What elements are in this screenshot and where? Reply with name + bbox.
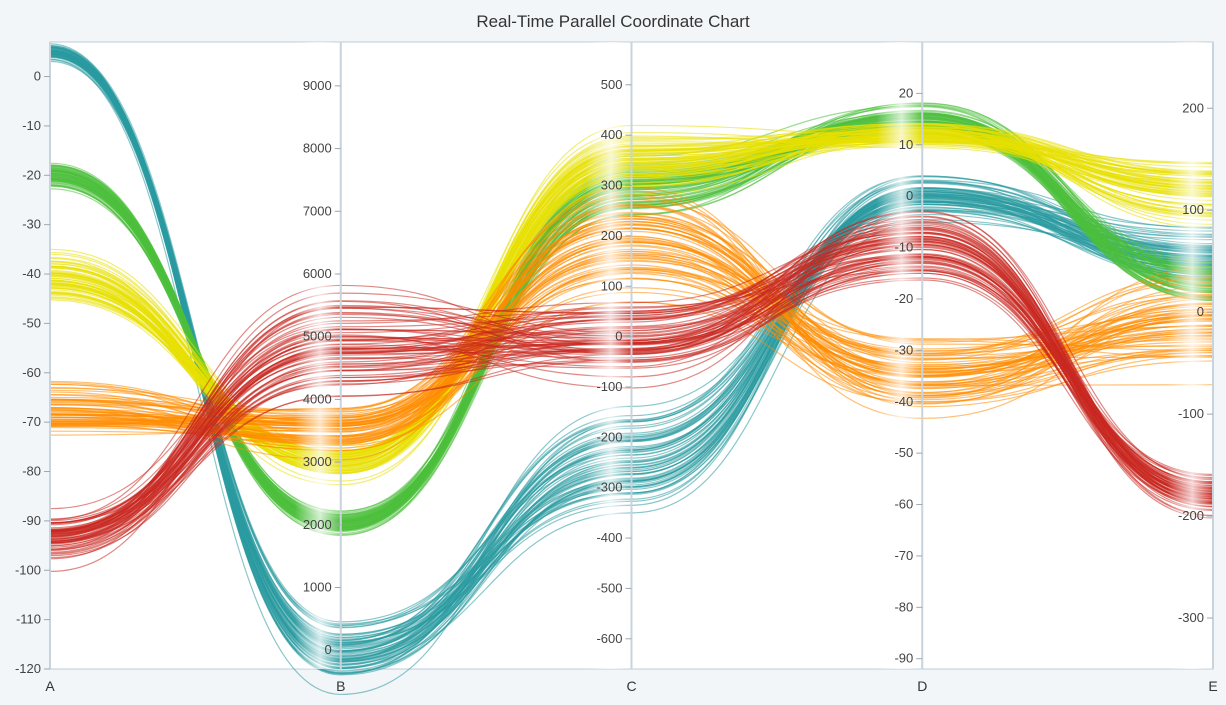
axis-fade bbox=[1167, 42, 1213, 669]
tick-label: 3000 bbox=[303, 454, 332, 469]
tick-label: 100 bbox=[1182, 202, 1204, 217]
data-line bbox=[49, 141, 1214, 458]
tick-label: -50 bbox=[22, 315, 41, 330]
tick-label: 0 bbox=[325, 642, 332, 657]
axis-b: 9000 8000 7000 6000 5000 4000 3000 2000 1000 0 B bbox=[303, 42, 345, 694]
data-line bbox=[49, 243, 1214, 544]
tick-label: 0 bbox=[906, 188, 913, 203]
data-line bbox=[49, 215, 1214, 550]
tick-label: -10 bbox=[22, 118, 41, 133]
tick-label: -30 bbox=[894, 342, 913, 357]
axis-name-e: E bbox=[1208, 678, 1217, 694]
axis-fade bbox=[294, 42, 341, 669]
tick-label: 10 bbox=[899, 137, 913, 152]
tick-label: 0 bbox=[1197, 304, 1204, 319]
tick-label: 400 bbox=[601, 127, 623, 142]
tick-label: 8000 bbox=[303, 141, 332, 156]
data-line bbox=[49, 51, 1214, 676]
tick-label: 200 bbox=[1182, 100, 1204, 115]
tick-label: -10 bbox=[894, 240, 913, 255]
tick-label: -80 bbox=[22, 464, 41, 479]
tick-label: -70 bbox=[894, 548, 913, 563]
tick-label: -60 bbox=[894, 497, 913, 512]
tick-label: 200 bbox=[601, 228, 623, 243]
axis-e: 200 100 0 -100 -200 -300 E bbox=[1178, 42, 1218, 694]
data-line bbox=[49, 256, 1214, 533]
tick-label: 20 bbox=[899, 85, 913, 100]
tick-label: 5000 bbox=[303, 329, 332, 344]
tick-label: -40 bbox=[22, 266, 41, 281]
tick-label: -60 bbox=[22, 365, 41, 380]
axis-a: 0 -10 -20 -30 -40 -50 -60 -70 -80 -90 -100 -110 -120… bbox=[15, 42, 55, 694]
tick-label: 6000 bbox=[303, 266, 332, 281]
tick-label: -300 bbox=[1178, 610, 1204, 625]
tick-label: -50 bbox=[894, 445, 913, 460]
tick-label: -120 bbox=[15, 661, 41, 676]
tick-label: -40 bbox=[894, 394, 913, 409]
tick-label: -110 bbox=[16, 612, 41, 627]
tick-label: -20 bbox=[894, 291, 913, 306]
tick-label: -300 bbox=[596, 480, 622, 495]
data-line bbox=[49, 239, 1214, 535]
tick-label: 100 bbox=[601, 278, 623, 293]
axis-d: 20 10 0 -10 -20 -30 -40 -50 -60 -70 -80 -90 D bbox=[894, 42, 927, 694]
tick-label: 9000 bbox=[303, 78, 332, 93]
axis-fade bbox=[876, 42, 923, 669]
data-line bbox=[49, 266, 1214, 533]
axis-c: 500 400 300 200 100 0 -100 -200 -300 -400 -500 -600… bbox=[596, 42, 637, 694]
tick-label: -100 bbox=[596, 379, 622, 394]
tick-label: 500 bbox=[601, 77, 623, 92]
tick-label: -20 bbox=[22, 167, 41, 182]
chart-title: Real-Time Parallel Coordinate Chart bbox=[476, 12, 750, 31]
axis-name-b: B bbox=[336, 678, 345, 694]
tick-label: -30 bbox=[22, 217, 41, 232]
tick-label: -400 bbox=[596, 530, 622, 545]
tick-label: -90 bbox=[894, 651, 913, 666]
tick-label: -100 bbox=[1178, 406, 1204, 421]
tick-label: 300 bbox=[601, 178, 623, 193]
tick-label: 2000 bbox=[303, 517, 332, 532]
data-line bbox=[49, 221, 1214, 533]
axis-fade-layer bbox=[294, 42, 1213, 669]
tick-label: -200 bbox=[1178, 508, 1204, 523]
axis-name-d: D bbox=[917, 678, 927, 694]
axes-layer: 0-10-20-30-40-50-60-70-80-90-100-110-120… bbox=[15, 42, 1218, 694]
tick-label: 0 bbox=[34, 69, 41, 84]
data-line bbox=[49, 228, 1214, 536]
tick-label: -500 bbox=[596, 580, 622, 595]
data-line bbox=[49, 240, 1214, 522]
tick-label: -70 bbox=[22, 414, 41, 429]
tick-label: 4000 bbox=[303, 391, 332, 406]
data-line bbox=[49, 210, 1214, 544]
axis-fade bbox=[585, 42, 632, 669]
tick-label: -600 bbox=[596, 631, 622, 646]
tick-label: 7000 bbox=[303, 203, 332, 218]
data-line bbox=[49, 244, 1214, 555]
tick-label: 0 bbox=[615, 329, 622, 344]
axis-name-a: A bbox=[45, 678, 55, 694]
tick-label: -90 bbox=[22, 513, 41, 528]
tick-label: -200 bbox=[596, 429, 622, 444]
tick-label: -100 bbox=[15, 562, 41, 577]
tick-label: 1000 bbox=[303, 579, 332, 594]
tick-label: -80 bbox=[894, 599, 913, 614]
axis-name-c: C bbox=[626, 678, 636, 694]
series-group bbox=[49, 210, 1214, 572]
